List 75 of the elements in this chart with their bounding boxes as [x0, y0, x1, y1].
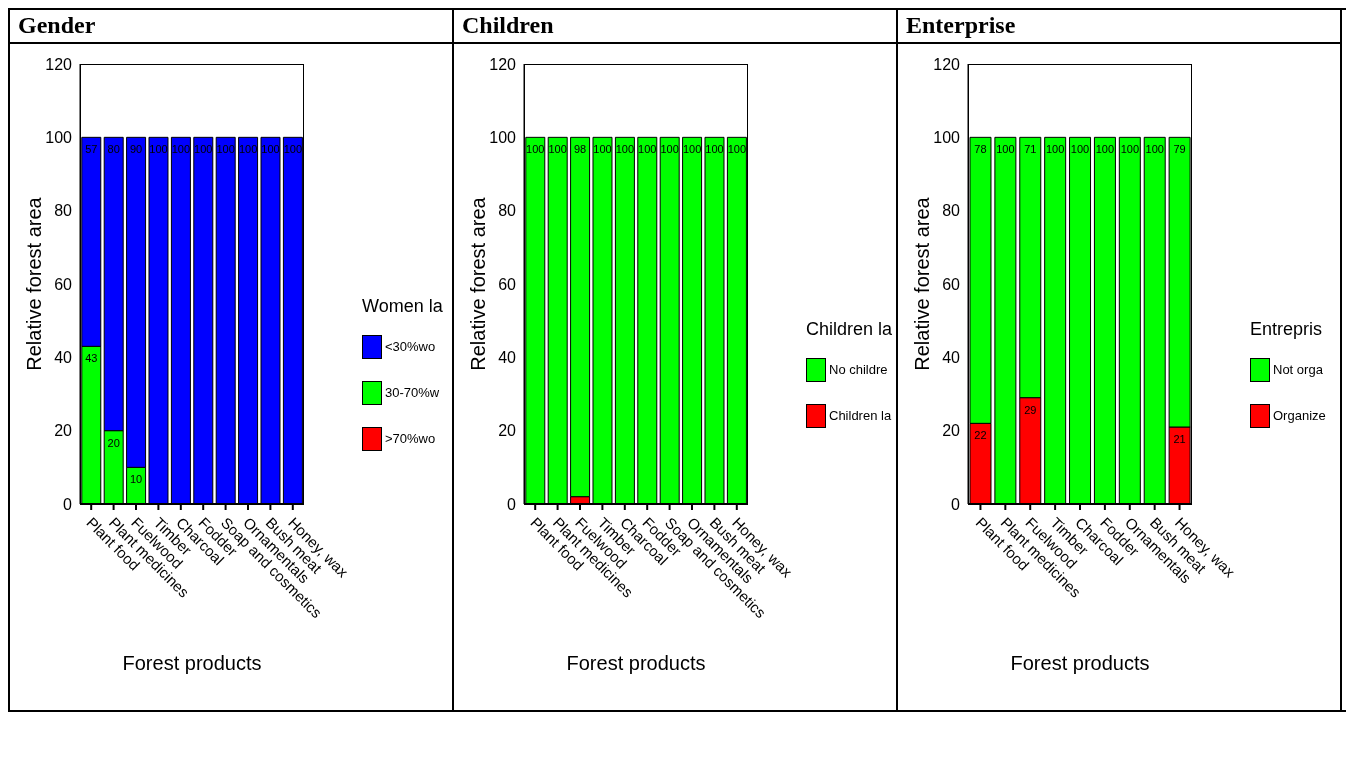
- legend-label: Organize: [1273, 408, 1326, 423]
- data-label: 100: [727, 143, 747, 156]
- legend-label: No childre: [829, 362, 888, 377]
- data-label: 100: [1145, 143, 1164, 156]
- y-tick-label: 60: [54, 275, 73, 293]
- legend-title: Children la: [806, 318, 894, 340]
- data-label: 100: [1045, 143, 1065, 156]
- data-label: 100: [593, 143, 612, 156]
- data-label: 100: [638, 143, 657, 156]
- data-label: 98: [573, 143, 587, 156]
- y-tick-label: 40: [54, 349, 73, 367]
- data-label: 100: [171, 143, 191, 156]
- y-tick-label: 80: [942, 202, 961, 220]
- y-tick-label: 80: [498, 202, 517, 220]
- y-tick-label: 20: [942, 422, 961, 440]
- data-label: 100: [238, 143, 258, 156]
- legend-label: Children la: [829, 408, 892, 423]
- y-tick-label: 100: [933, 129, 961, 147]
- y-tick-label: 100: [489, 129, 517, 147]
- x-axis-title: Forest products: [566, 652, 706, 674]
- chart-title: Children: [454, 10, 896, 44]
- data-label: 100: [1095, 143, 1115, 156]
- y-tick-label: 0: [507, 495, 517, 513]
- x-axis-title: Forest products: [122, 652, 262, 674]
- data-label: 10: [129, 473, 143, 486]
- y-tick-label: 60: [942, 275, 961, 293]
- legend-title: Entrepris: [1250, 318, 1324, 340]
- chart-title: Gender: [10, 10, 452, 44]
- chart-title: Enterprise: [898, 10, 1340, 44]
- y-tick-label: 100: [45, 129, 73, 147]
- y-axis-title: Relative forest area: [23, 196, 46, 371]
- data-label: 100: [705, 143, 724, 156]
- data-label: 90: [129, 143, 143, 156]
- y-tick-label: 20: [498, 422, 517, 440]
- legend-title: Women la: [362, 295, 444, 317]
- data-label: 100: [283, 143, 303, 156]
- data-label: 100: [1120, 143, 1139, 156]
- y-tick-label: 120: [933, 55, 961, 73]
- data-label: 100: [526, 143, 545, 156]
- legend-label: 30-70%w: [385, 385, 440, 400]
- data-label: 100: [149, 143, 168, 156]
- data-label: 100: [615, 143, 635, 156]
- data-label: 100: [1070, 143, 1090, 156]
- data-label: 21: [1173, 433, 1186, 445]
- legend-label: Not orga: [1273, 362, 1323, 377]
- y-tick-label: 120: [489, 55, 517, 73]
- data-label: 100: [996, 143, 1015, 156]
- y-axis-title: Relative forest area: [911, 196, 934, 371]
- data-label: 79: [1173, 143, 1186, 156]
- y-tick-label: 80: [54, 202, 73, 220]
- y-tick-label: 20: [54, 422, 73, 440]
- y-tick-label: 0: [63, 495, 73, 513]
- y-tick-label: 0: [951, 495, 961, 513]
- data-label: 43: [85, 352, 98, 365]
- y-tick-label: 40: [942, 349, 961, 367]
- data-label: 100: [194, 143, 213, 156]
- data-label: 57: [85, 143, 98, 156]
- legend-label: >70%wo: [385, 431, 436, 446]
- data-label: 100: [548, 143, 567, 156]
- data-label: 100: [216, 143, 235, 156]
- y-tick-label: 120: [45, 55, 73, 73]
- y-axis-title: Relative forest area: [467, 196, 490, 371]
- data-label: 100: [660, 143, 679, 156]
- data-label: 71: [1024, 143, 1037, 156]
- data-label: 80: [107, 143, 120, 156]
- data-label: 100: [261, 143, 280, 156]
- data-label: 29: [1024, 403, 1037, 416]
- data-label: 20: [107, 436, 120, 449]
- data-label: 78: [974, 143, 987, 156]
- y-tick-label: 60: [498, 275, 517, 293]
- data-label: 100: [682, 143, 702, 156]
- x-axis-title: Forest products: [1010, 652, 1150, 674]
- y-tick-label: 40: [498, 349, 517, 367]
- data-label: 22: [974, 429, 987, 442]
- legend-label: <30%wo: [385, 339, 436, 354]
